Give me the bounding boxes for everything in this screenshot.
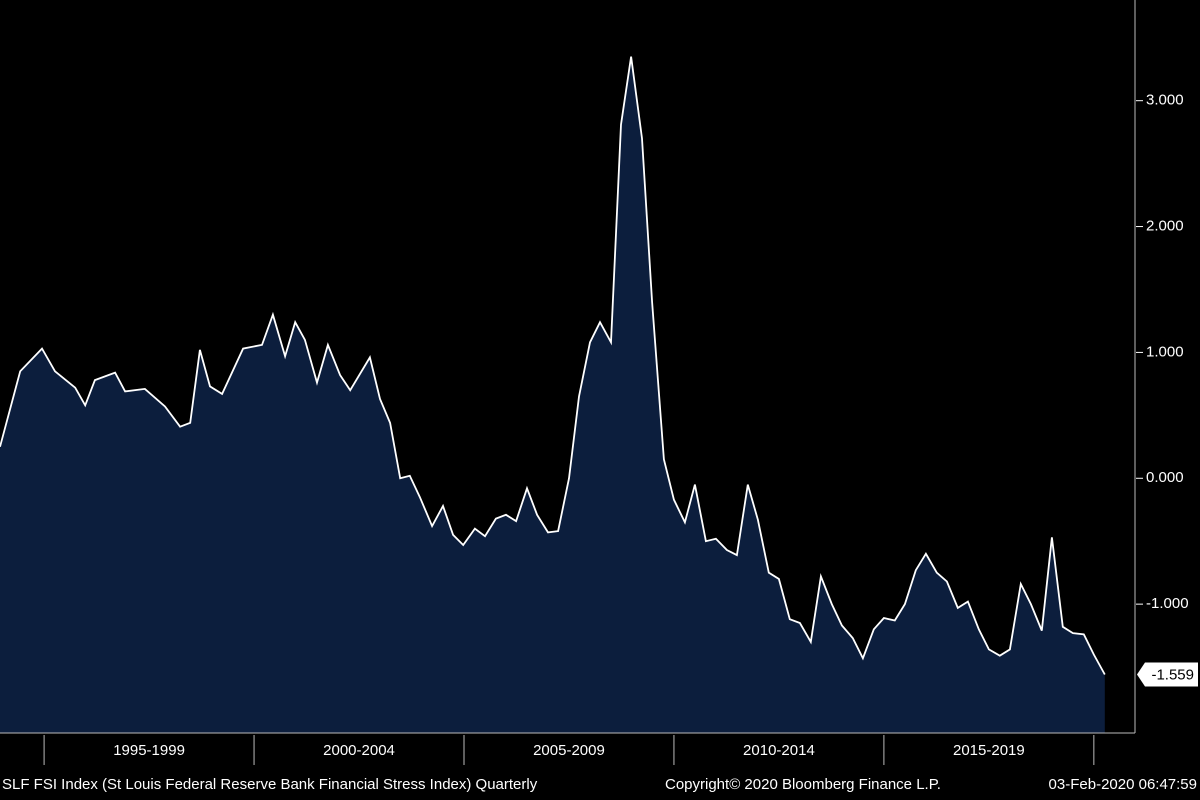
x-period-label: 1995-1999 [113,742,185,759]
area [0,56,1105,734]
x-period-label: 2010-2014 [743,742,815,759]
y-tick-label: -1.000 [1146,595,1189,612]
last-value-box [1137,662,1198,687]
x-period-label: 2005-2009 [533,742,605,759]
last-value-label: -1.559 [1151,666,1194,683]
footer-timestamp: 03-Feb-2020 06:47:59 [1049,776,1197,793]
line [0,56,1106,675]
y-tick-label: 3.000 [1146,92,1184,109]
y-tick-label: 1.000 [1146,343,1184,360]
footer-copyright: Copyright© 2020 Bloomberg Finance L.P. [665,776,941,793]
plot-area [0,56,1106,734]
footer-description: SLF FSI Index (St Louis Federal Reserve … [2,776,538,793]
x-period-label: 2000-2004 [323,742,395,759]
x-period-label: 2015-2019 [953,742,1025,759]
y-tick-label: 2.000 [1146,218,1184,235]
y-tick-label: 0.000 [1146,469,1184,486]
